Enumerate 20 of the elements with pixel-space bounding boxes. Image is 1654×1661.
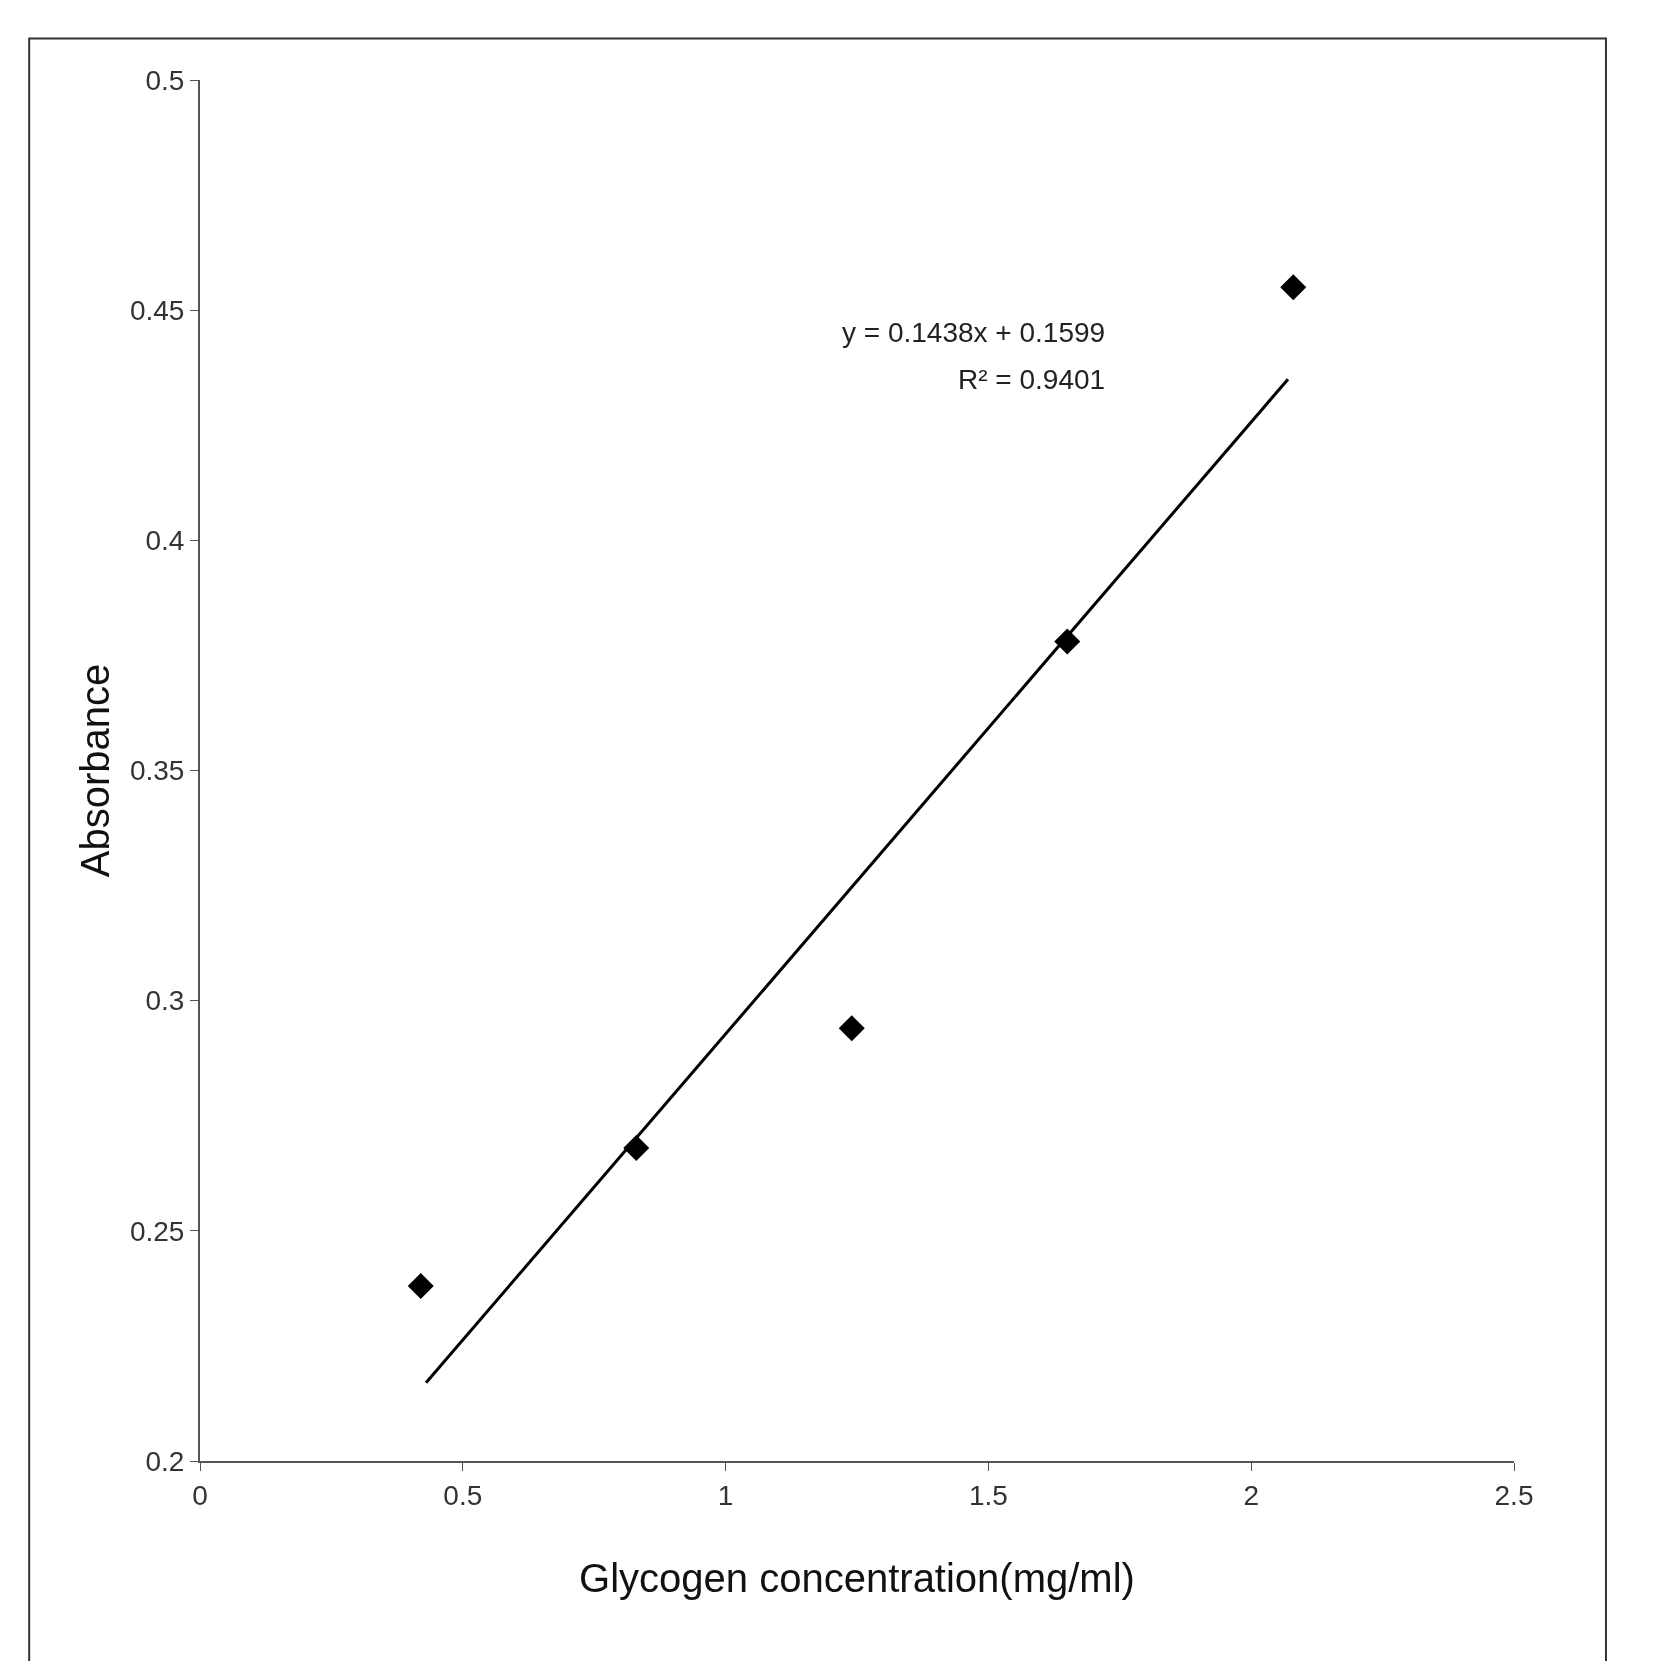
- y-tick-label: 0.45: [129, 294, 185, 326]
- point: [407, 1273, 434, 1300]
- x-tick-label: 1: [717, 1479, 734, 1511]
- point: [838, 1015, 865, 1042]
- y-tick-label: 0.4: [145, 525, 185, 557]
- x-tick-label: 0: [192, 1479, 208, 1511]
- x-tick-label: 2: [1243, 1479, 1259, 1511]
- x-tick-label: 2.5: [1494, 1479, 1534, 1511]
- y-tick-label: 0.35: [129, 755, 185, 787]
- y-tick-label: 0.3: [145, 985, 185, 1017]
- x-tick-label: 1.5: [968, 1479, 1008, 1511]
- y-tick-label: 0.25: [129, 1215, 185, 1247]
- x-axis-title: Glycogen concentration(mg/ml): [579, 1556, 1135, 1600]
- x-tick-label: 0.5: [443, 1479, 483, 1511]
- y-tick-label: 0.5: [145, 64, 185, 96]
- y-tick-label: 0.2: [145, 1445, 185, 1477]
- point: [1280, 274, 1307, 301]
- annotation: R² = 0.9401: [958, 364, 1106, 395]
- annotation: y = 0.1438x + 0.1599: [842, 317, 1106, 348]
- y-axis-title: Absorbance: [73, 663, 117, 878]
